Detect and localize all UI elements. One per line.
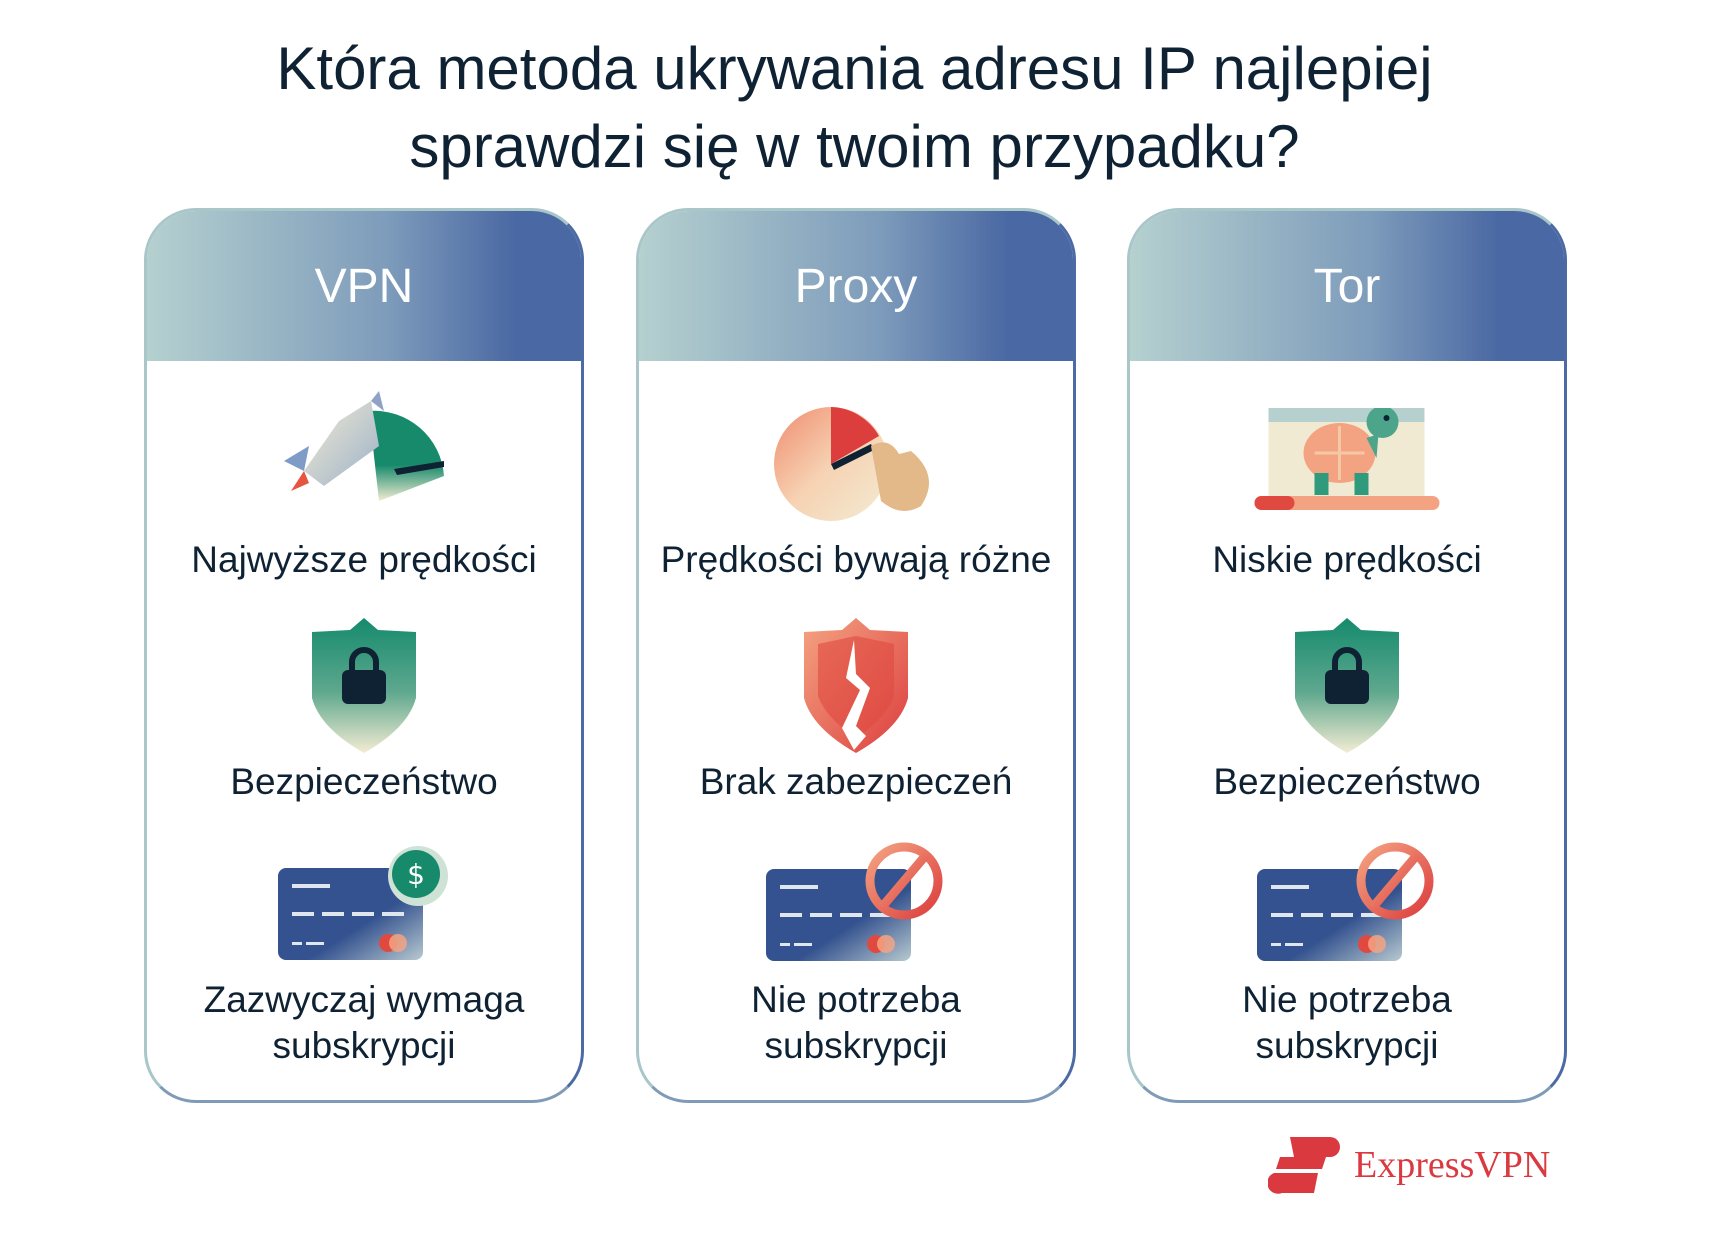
card-header: Proxy [639,211,1073,361]
cost-label-line-2: subskrypcji [764,1025,948,1066]
expressvpn-logo: ExpressVPN [1268,1135,1550,1195]
title-line-1: Która metoda ukrywania adresu IP najlepi… [276,35,1433,102]
card-vpn: VPN Najwyższe prędkości Bezpieczeństwo $ [144,208,584,1103]
broken-shield-icon [804,618,908,758]
cost-label-line-1: Zazwyczaj wymaga [203,979,525,1020]
brand-name: ExpressVPN [1354,1144,1551,1186]
card-header: Tor [1130,211,1564,361]
cost-label: Nie potrzeba subskrypcji [639,977,1073,1069]
cost-label-line-1: Nie potrzeba [751,979,961,1020]
cost-label: Zazwyczaj wymaga subskrypcji [147,977,581,1069]
speed-label: Niskie prędkości [1212,539,1482,580]
card-header: VPN [147,211,581,361]
expressvpn-logo-icon [1268,1137,1340,1194]
speed-label: Prędkości bywają różne [660,539,1052,580]
page-title: Która metoda ukrywania adresu IP najlepi… [0,30,1709,186]
credit-card-forbidden-icon [766,841,946,971]
card-proxy: Proxy Prędkości bywają różne Brak zabezp… [636,208,1076,1103]
cost-label-line-2: subskrypcji [272,1025,456,1066]
shield-lock-icon [312,618,416,758]
cost-label-line-2: subskrypcji [1255,1025,1439,1066]
cost-label-line-1: Nie potrzeba [1242,979,1452,1020]
hand-speedometer-icon [771,406,941,526]
security-label: Bezpieczeństwo [1213,761,1481,802]
speed-label: Najwyższe prędkości [191,539,537,580]
credit-card-dollar-icon: $ [278,846,450,971]
cost-label: Nie potrzeba subskrypcji [1130,977,1564,1069]
rocket-speedometer-icon [279,391,449,506]
svg-text:$: $ [407,858,425,891]
security-label: Brak zabezpieczeń [699,761,1013,802]
security-label: Bezpieczeństwo [230,761,498,802]
credit-card-forbidden-icon [1257,841,1437,971]
turtle-laptop-icon [1254,406,1440,523]
card-tor: Tor Niskie prędkości Bezpieczeństwo [1127,208,1567,1103]
shield-lock-icon [1295,618,1399,758]
title-line-2: sprawdzi się w twoim przypadku? [409,113,1300,180]
